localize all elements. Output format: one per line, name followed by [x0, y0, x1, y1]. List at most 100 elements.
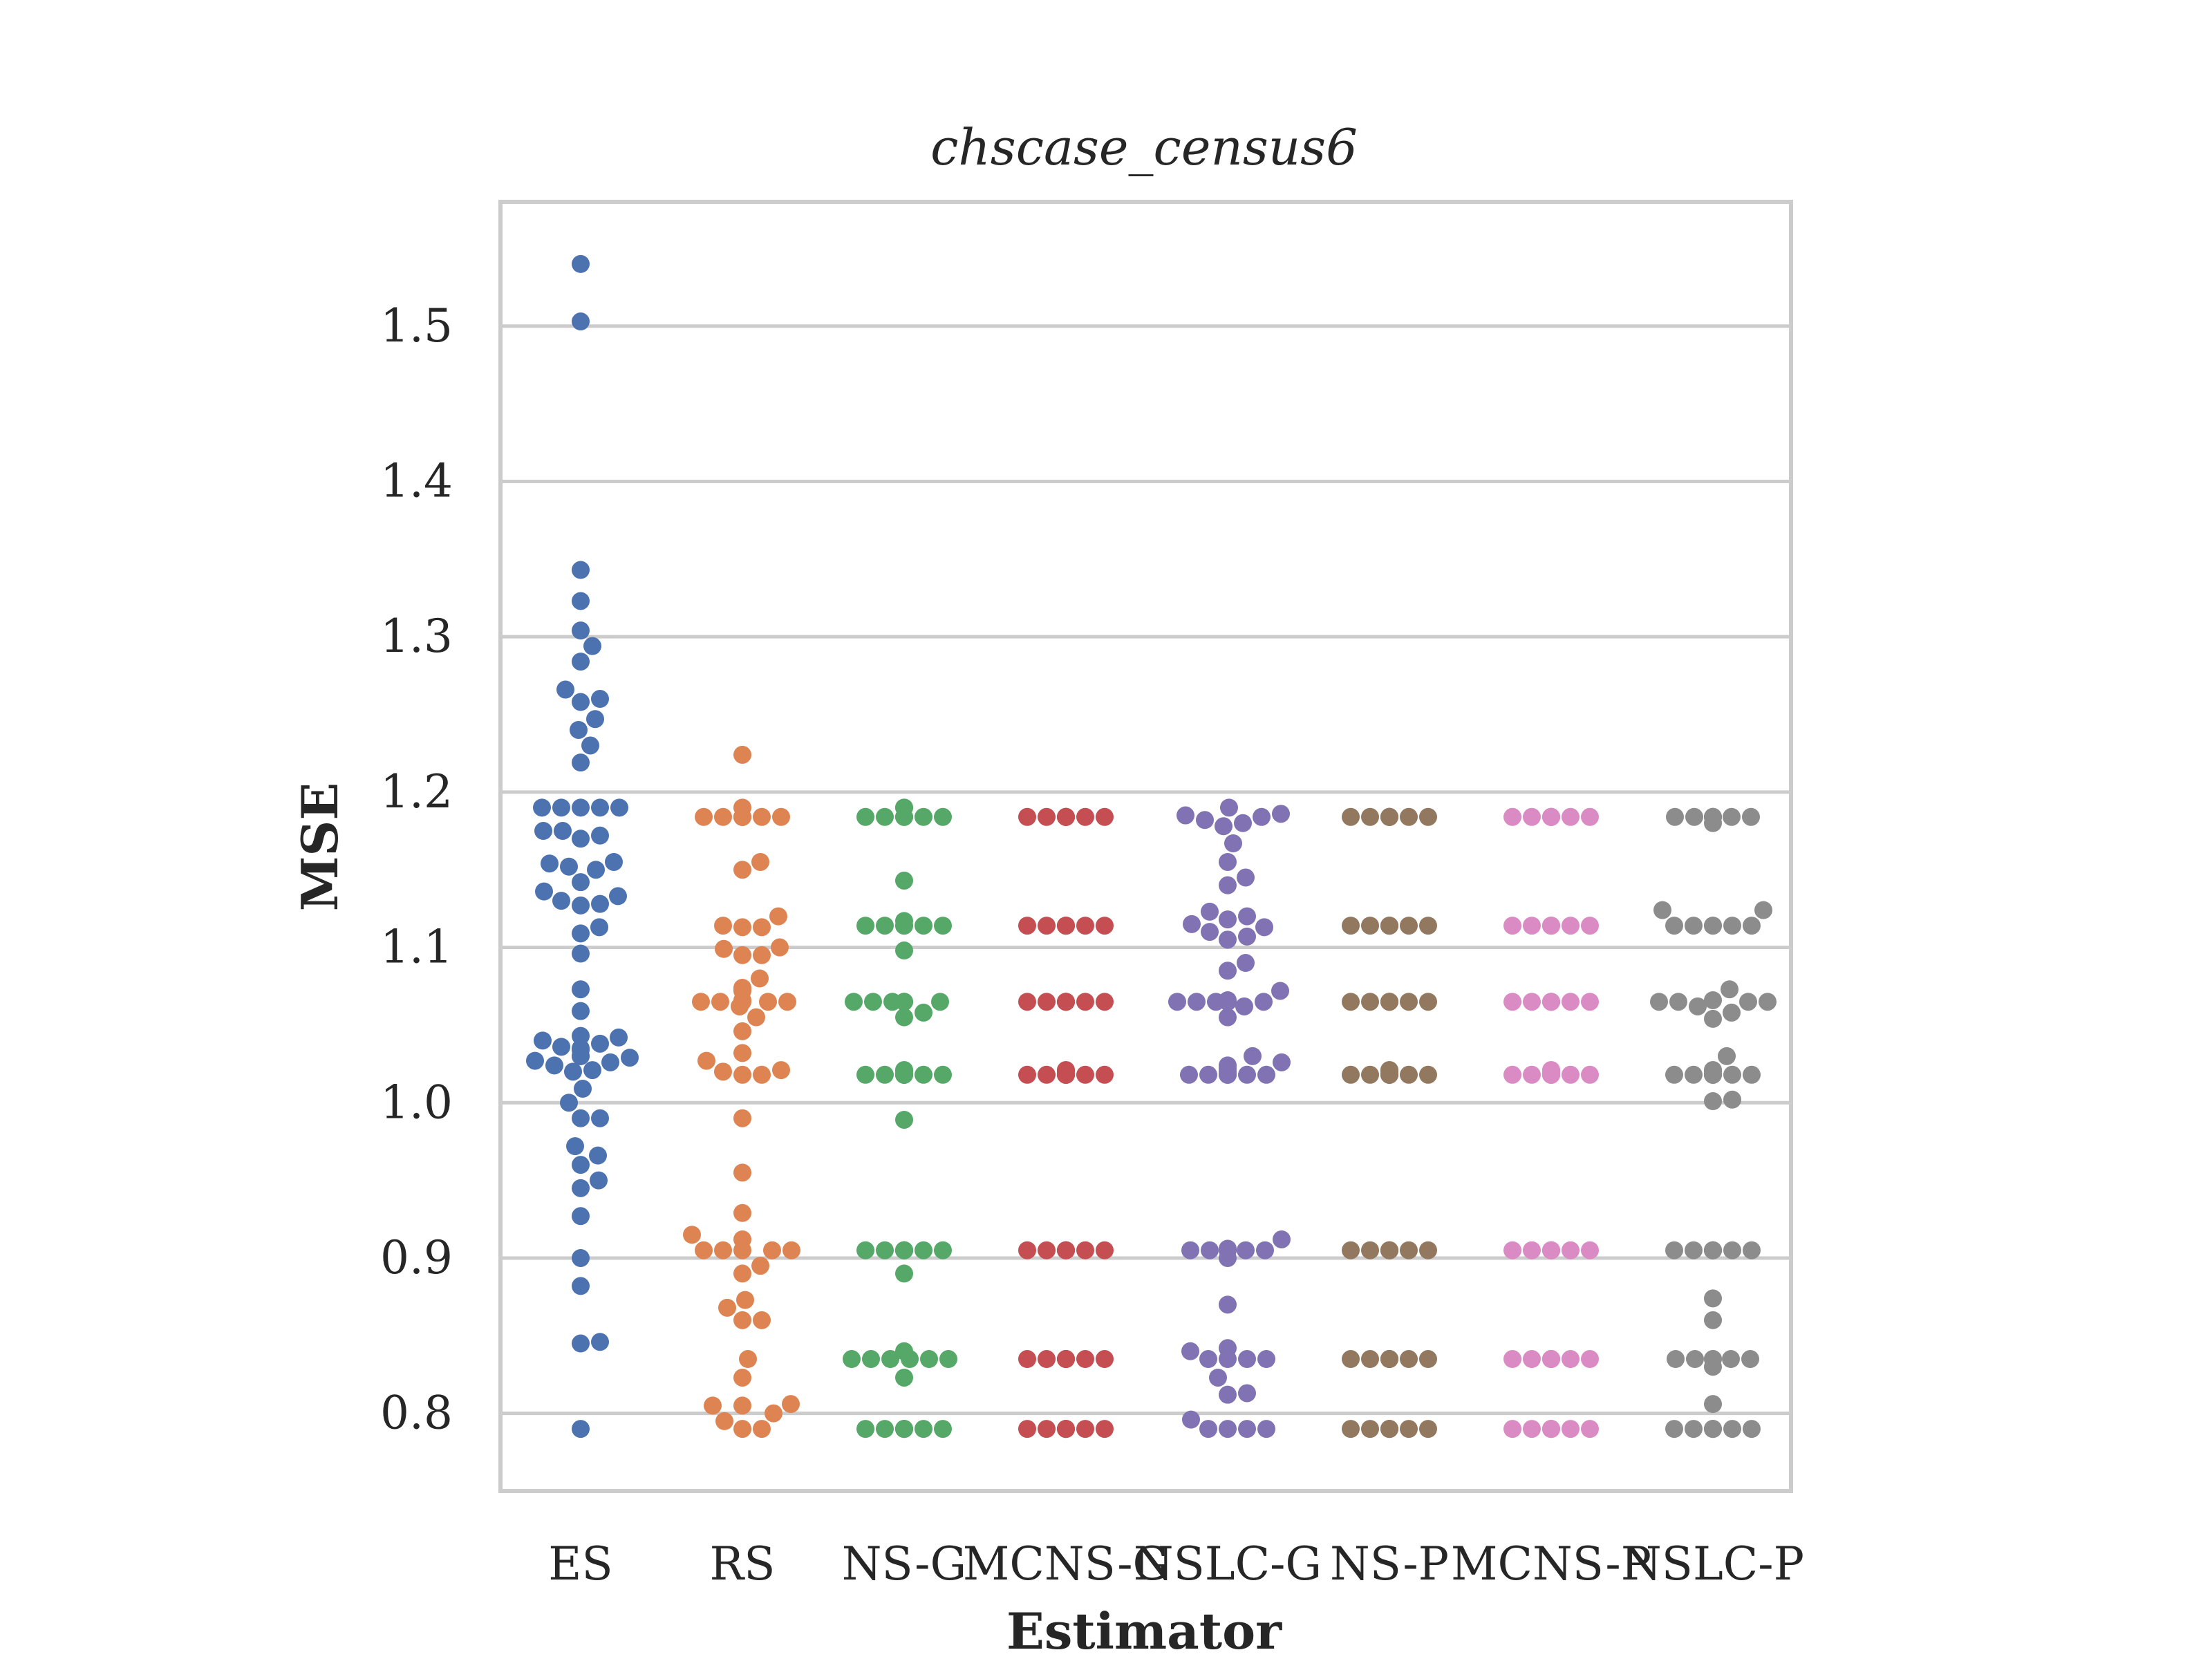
- data-point: [1219, 876, 1237, 894]
- data-point: [864, 993, 882, 1011]
- data-point: [934, 1420, 952, 1438]
- data-point: [733, 861, 751, 879]
- data-point: [692, 993, 710, 1011]
- data-point: [1219, 962, 1237, 980]
- data-point: [715, 1412, 733, 1430]
- data-point: [1562, 1241, 1580, 1259]
- data-point: [1380, 1061, 1398, 1080]
- data-point: [587, 861, 605, 879]
- data-point: [876, 807, 894, 826]
- data-point: [572, 653, 590, 671]
- x-tick-label: NS-P: [1330, 1537, 1449, 1591]
- data-point: [1018, 917, 1036, 935]
- data-point: [1096, 993, 1114, 1011]
- data-point: [601, 1053, 619, 1071]
- data-point: [572, 1027, 590, 1045]
- y-axis-label: MSE: [290, 782, 349, 912]
- data-point: [572, 1002, 590, 1020]
- data-point: [1234, 814, 1252, 832]
- data-point: [1219, 1420, 1237, 1438]
- data-point: [753, 1311, 771, 1329]
- data-point: [1581, 807, 1599, 826]
- data-point: [572, 1039, 590, 1058]
- data-point: [1665, 1241, 1683, 1259]
- data-point: [931, 993, 949, 1011]
- x-tick-label: MCNS-G: [963, 1537, 1169, 1591]
- data-point: [763, 1241, 781, 1259]
- data-point: [1238, 907, 1256, 926]
- data-point: [1253, 807, 1271, 826]
- data-point: [1181, 1241, 1199, 1259]
- data-point: [856, 1065, 874, 1084]
- data-point: [1219, 930, 1237, 949]
- data-point: [1380, 1350, 1398, 1369]
- data-point: [1057, 1350, 1075, 1369]
- data-point: [1057, 1061, 1075, 1080]
- data-point: [695, 807, 713, 826]
- data-point: [697, 1051, 715, 1070]
- data-point: [753, 918, 771, 937]
- data-point: [769, 907, 787, 926]
- data-point: [772, 1061, 790, 1080]
- data-point: [572, 1156, 590, 1174]
- data-point: [572, 1277, 590, 1295]
- data-point: [1342, 1350, 1360, 1369]
- data-point: [591, 690, 609, 709]
- data-point: [1342, 1065, 1360, 1084]
- data-point: [1419, 1241, 1437, 1259]
- data-point: [1743, 917, 1761, 935]
- data-point: [1685, 807, 1703, 826]
- data-point: [765, 1404, 782, 1423]
- data-point: [939, 1350, 957, 1369]
- data-point: [572, 753, 590, 772]
- data-point: [895, 1368, 913, 1387]
- data-point: [1018, 807, 1036, 826]
- data-point: [1380, 917, 1398, 935]
- y-tick-label: 1.3: [380, 610, 453, 663]
- data-point: [572, 693, 590, 711]
- y-tick-label: 1.2: [380, 765, 453, 818]
- data-point: [1361, 917, 1379, 935]
- data-point: [1096, 1065, 1114, 1084]
- data-point: [1542, 1241, 1560, 1259]
- data-point: [1199, 1065, 1217, 1084]
- data-point: [1096, 1420, 1114, 1438]
- data-point: [895, 798, 913, 817]
- data-point: [572, 924, 590, 943]
- data-point: [1201, 923, 1219, 941]
- data-point: [1523, 1065, 1541, 1084]
- data-point: [1704, 1241, 1722, 1259]
- data-point: [554, 822, 572, 841]
- data-point: [1238, 1350, 1256, 1369]
- data-point: [711, 993, 729, 1011]
- data-point: [1523, 1420, 1541, 1438]
- data-point: [1723, 1065, 1741, 1084]
- data-point: [934, 1065, 952, 1084]
- data-point: [572, 561, 590, 579]
- data-point: [733, 745, 751, 764]
- data-point: [934, 917, 952, 935]
- x-tick-label: NSLC-P: [1622, 1537, 1804, 1591]
- data-point: [1523, 917, 1541, 935]
- data-point: [843, 1350, 861, 1369]
- x-tick-label: NS-G: [842, 1537, 966, 1591]
- data-point: [586, 710, 604, 729]
- data-point: [1076, 1420, 1094, 1438]
- data-point: [1180, 1065, 1198, 1084]
- data-point: [733, 1230, 751, 1248]
- data-point: [1199, 1420, 1217, 1438]
- data-point: [1581, 1241, 1599, 1259]
- data-point: [1400, 807, 1418, 826]
- data-point: [572, 830, 590, 848]
- data-point: [572, 1109, 590, 1127]
- data-point: [1542, 993, 1560, 1011]
- data-point: [1273, 1053, 1291, 1071]
- data-point: [1523, 1241, 1541, 1259]
- data-point: [1685, 917, 1703, 935]
- data-point: [1743, 1065, 1761, 1084]
- data-point: [1038, 1420, 1056, 1438]
- data-point: [1057, 1241, 1075, 1259]
- data-point: [1342, 993, 1360, 1011]
